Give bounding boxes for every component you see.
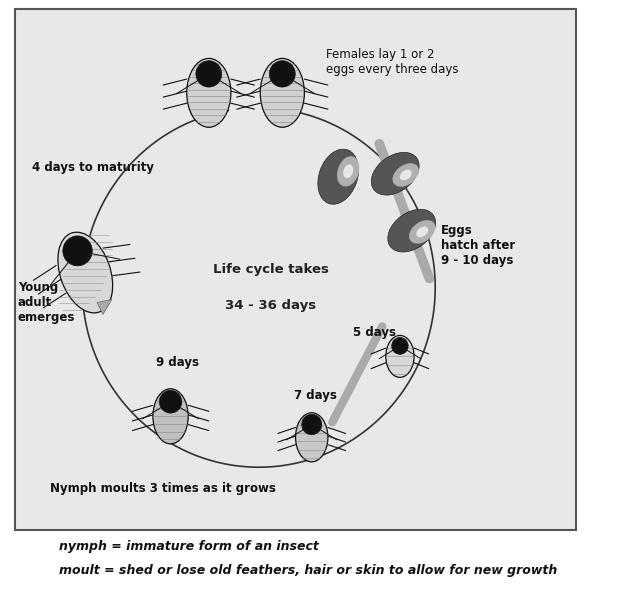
Ellipse shape [269, 60, 295, 87]
Text: Nymph moults 3 times as it grows: Nymph moults 3 times as it grows [50, 482, 276, 495]
Ellipse shape [386, 335, 414, 377]
Ellipse shape [400, 170, 412, 180]
Text: 34 - 36 days: 34 - 36 days [225, 299, 316, 312]
Text: Females lay 1 or 2
eggs every three days: Females lay 1 or 2 eggs every three days [326, 48, 459, 76]
Ellipse shape [388, 209, 436, 252]
Ellipse shape [301, 415, 322, 435]
Ellipse shape [196, 60, 221, 87]
Text: 9 days: 9 days [156, 356, 199, 369]
Ellipse shape [318, 149, 358, 204]
Ellipse shape [337, 156, 360, 186]
Ellipse shape [392, 337, 408, 354]
Ellipse shape [416, 226, 428, 237]
Text: 5 days: 5 days [353, 326, 396, 339]
Ellipse shape [63, 236, 92, 266]
Ellipse shape [409, 220, 435, 244]
Text: nymph = immature form of an insect: nymph = immature form of an insect [59, 540, 319, 553]
Ellipse shape [371, 152, 419, 195]
Text: Life cycle takes: Life cycle takes [212, 263, 328, 276]
Ellipse shape [159, 391, 182, 413]
Text: Eggs
hatch after
9 - 10 days: Eggs hatch after 9 - 10 days [441, 224, 515, 267]
FancyBboxPatch shape [15, 9, 577, 530]
Ellipse shape [58, 232, 113, 313]
Ellipse shape [260, 59, 305, 128]
Ellipse shape [187, 59, 231, 128]
Text: Young
adult
emerges: Young adult emerges [18, 281, 75, 324]
Ellipse shape [296, 413, 328, 462]
Text: moult = shed or lose old feathers, hair or skin to allow for new growth: moult = shed or lose old feathers, hair … [59, 564, 557, 577]
Polygon shape [97, 300, 112, 314]
Ellipse shape [392, 163, 419, 187]
Ellipse shape [153, 389, 188, 444]
Text: 7 days: 7 days [294, 389, 337, 402]
Text: 4 days to maturity: 4 days to maturity [33, 161, 154, 174]
Ellipse shape [343, 165, 353, 179]
